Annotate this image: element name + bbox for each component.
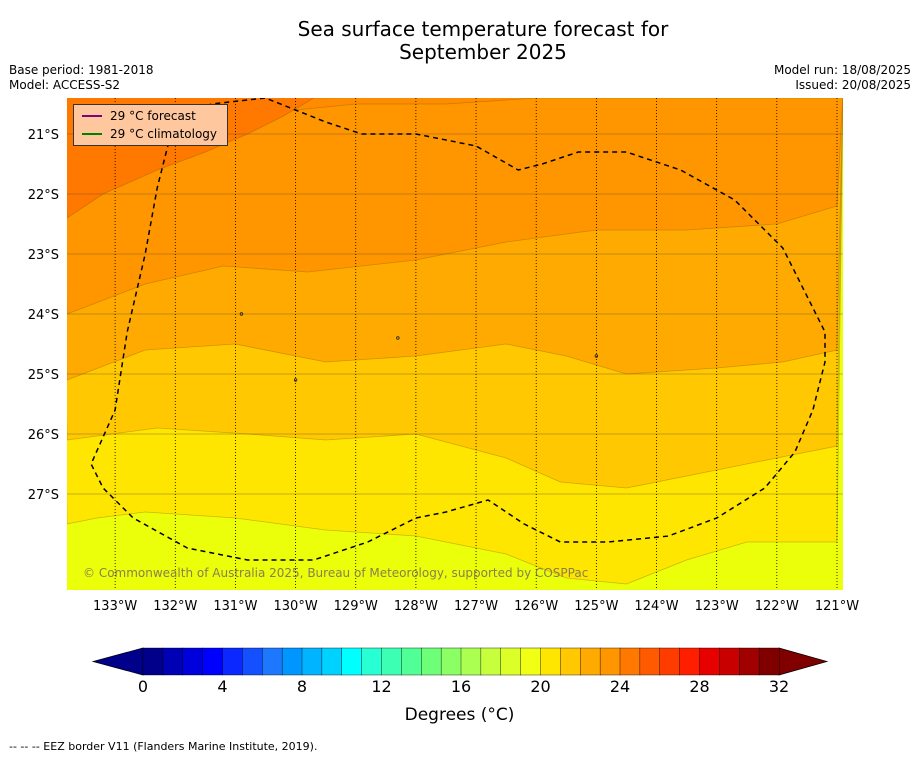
legend-label-forecast: 29 °C forecast xyxy=(110,109,196,123)
colorbar-segment xyxy=(560,647,581,676)
colorbar-segment xyxy=(341,647,363,676)
y-tick-label: 24°S xyxy=(28,308,59,323)
page-title: Sea surface temperature forecast for Sep… xyxy=(0,18,919,64)
y-tick-label: 22°S xyxy=(28,188,59,203)
x-tick-label: 124°W xyxy=(634,599,678,614)
x-tick-label: 131°W xyxy=(213,599,257,614)
x-tick-label: 121°W xyxy=(815,599,859,614)
colorbar-segment xyxy=(182,647,204,676)
colorbar-segment xyxy=(421,647,442,676)
colorbar-segment xyxy=(321,647,343,676)
colorbar-segment xyxy=(739,647,760,676)
x-tick-label: 123°W xyxy=(695,599,739,614)
colorbar-segment xyxy=(699,647,720,676)
colorbar: 0 4 8 12 16 20 24 28 32 xyxy=(91,647,829,696)
island-marker xyxy=(293,378,298,382)
colorbar-extend-low xyxy=(91,647,144,676)
colorbar-segment xyxy=(262,647,283,676)
legend-label-climatology: 29 °C climatology xyxy=(110,127,218,141)
y-tick-label: 25°S xyxy=(28,368,59,383)
island-marker xyxy=(239,312,244,316)
legend-swatch-forecast xyxy=(82,115,102,117)
map-layer: 133°W 132°W 131°W 130°W 129°W 128°W 127°W 126°W… xyxy=(28,98,859,614)
island-marker xyxy=(396,336,400,340)
colorbar-unit-label: Degrees (°C) xyxy=(404,705,515,725)
colorbar-segment xyxy=(480,647,502,676)
colorbar-segment xyxy=(758,647,780,676)
island-marker xyxy=(594,354,599,358)
colorbar-tick-label: 24 xyxy=(610,677,630,696)
colorbar-segment xyxy=(540,647,561,676)
x-tick-label: 132°W xyxy=(153,599,197,614)
colorbar-segment xyxy=(619,647,641,676)
legend-item-climatology: 29 °C climatology xyxy=(74,125,227,143)
colorbar-segment xyxy=(580,647,601,676)
issued-text: Issued: 20/08/2025 xyxy=(795,78,911,92)
title-line-2: September 2025 xyxy=(399,40,567,64)
y-tick-label: 26°S xyxy=(28,428,59,443)
colorbar-tick-label: 8 xyxy=(297,677,307,696)
colorbar-segment xyxy=(719,647,740,676)
colorbar-tick-label: 4 xyxy=(217,677,227,696)
y-tick-label: 27°S xyxy=(28,488,59,503)
colorbar-tick-label: 32 xyxy=(769,677,789,696)
meta-left: Base period: 1981-2018 Model: ACCESS-S2 xyxy=(9,63,154,93)
eez-border-line xyxy=(90,98,826,561)
legend-item-forecast: 29 °C forecast xyxy=(74,107,227,125)
y-tick-label: 23°S xyxy=(28,248,59,263)
colorbar-segment xyxy=(242,647,263,676)
x-tick-label: 130°W xyxy=(274,599,318,614)
x-tick-label: 126°W xyxy=(514,599,558,614)
colorbar-tick-label: 20 xyxy=(530,677,550,696)
colorbar-segment xyxy=(361,647,382,676)
x-tick-label: 129°W xyxy=(334,599,378,614)
colorbar-segment xyxy=(679,647,700,676)
x-tick-label: 133°W xyxy=(93,599,137,614)
legend-swatch-climatology xyxy=(82,133,102,135)
colorbar-tick-label: 12 xyxy=(371,677,391,696)
chart-legend: 29 °C forecast 29 °C climatology xyxy=(73,104,228,146)
colorbar-segment xyxy=(281,647,303,676)
plot-area xyxy=(67,98,843,590)
colorbar-segment xyxy=(440,647,462,676)
title-line-1: Sea surface temperature forecast for xyxy=(297,17,669,41)
copyright-watermark: © Commonwealth of Australia 2025, Bureau… xyxy=(83,566,589,580)
colorbar-segment xyxy=(460,647,482,676)
colorbar-extend-high xyxy=(778,647,829,676)
colorbar-segment xyxy=(162,647,184,676)
colorbar-tick-label: 0 xyxy=(138,677,148,696)
colorbar-segment xyxy=(659,647,681,676)
meta-right: Model run: 18/08/2025 Issued: 20/08/2025 xyxy=(774,63,911,93)
colorbar-segment xyxy=(381,647,402,676)
colorbar-tick-label: 28 xyxy=(689,677,709,696)
x-tick-label: 122°W xyxy=(755,599,799,614)
colorbar-segment xyxy=(599,647,621,676)
colorbar-segment xyxy=(301,647,323,676)
base-period-text: Base period: 1981-2018 xyxy=(9,63,154,77)
x-tick-label: 125°W xyxy=(574,599,618,614)
colorbar-segment xyxy=(222,647,243,676)
model-run-text: Model run: 18/08/2025 xyxy=(773,63,911,77)
model-text: Model: ACCESS-S2 xyxy=(9,78,121,92)
x-tick-label: 128°W xyxy=(394,599,438,614)
colorbar-segment xyxy=(639,647,661,676)
colorbar-segment xyxy=(520,647,541,676)
colorbar-segment xyxy=(500,647,522,676)
colorbar-segment xyxy=(401,647,422,676)
colorbar-segment xyxy=(142,647,164,676)
x-tick-label: 127°W xyxy=(454,599,498,614)
eez-footnote: -- -- -- EEZ border V11 (Flanders Marine… xyxy=(9,740,318,753)
colorbar-tick-label: 16 xyxy=(451,677,471,696)
colorbar-segment xyxy=(202,647,223,676)
y-tick-label: 21°S xyxy=(28,128,59,143)
